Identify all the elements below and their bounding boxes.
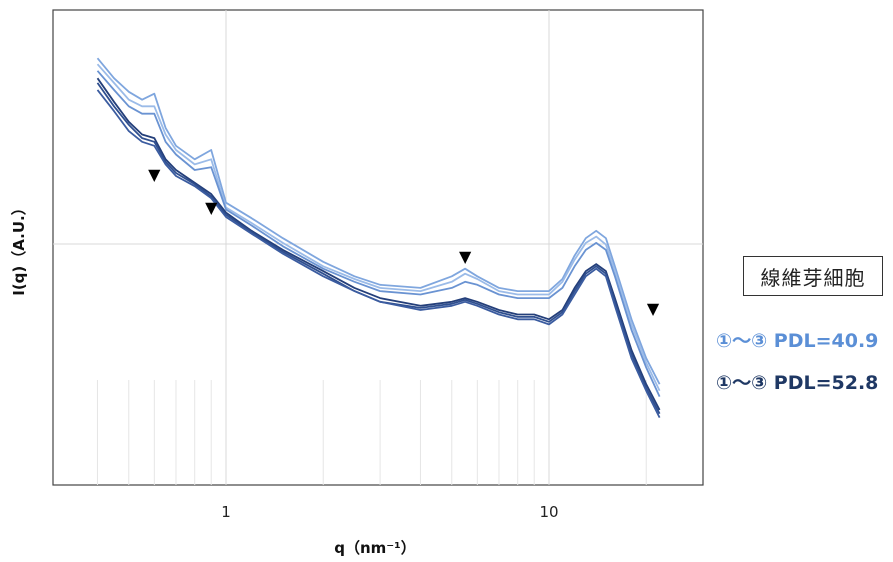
peak-marker: ▼	[459, 247, 472, 266]
x-axis-title: q（nm⁻¹）	[334, 539, 416, 557]
marker-layer: ▼ ▼ ▼ ▼	[148, 165, 660, 318]
legend-title-box: 線維芽細胞	[743, 256, 883, 296]
series-line-6	[96, 89, 661, 419]
legend-entry-pdl-40-9: ①〜③ PDL=40.9	[716, 330, 879, 352]
legend-entry-pdl-52-8: ①〜③ PDL=52.8	[716, 372, 879, 394]
plot-area	[52, 9, 704, 486]
minor-ticks	[96, 380, 647, 485]
grid	[53, 10, 703, 485]
x-tick-label: 10	[539, 503, 558, 521]
y-axis-title: I(q)（A.U.）	[10, 200, 28, 296]
series-line-5	[96, 82, 661, 415]
series-line-1	[96, 57, 661, 385]
series-line-3	[96, 70, 661, 397]
x-tick-labels: 1 10	[221, 503, 558, 521]
series-layer	[96, 57, 661, 419]
series-line-2	[96, 63, 661, 392]
series-line-4	[96, 77, 661, 411]
peak-marker: ▼	[647, 299, 660, 318]
peak-marker: ▼	[148, 165, 161, 184]
peak-marker: ▼	[205, 198, 218, 217]
x-tick-label: 1	[221, 503, 231, 521]
